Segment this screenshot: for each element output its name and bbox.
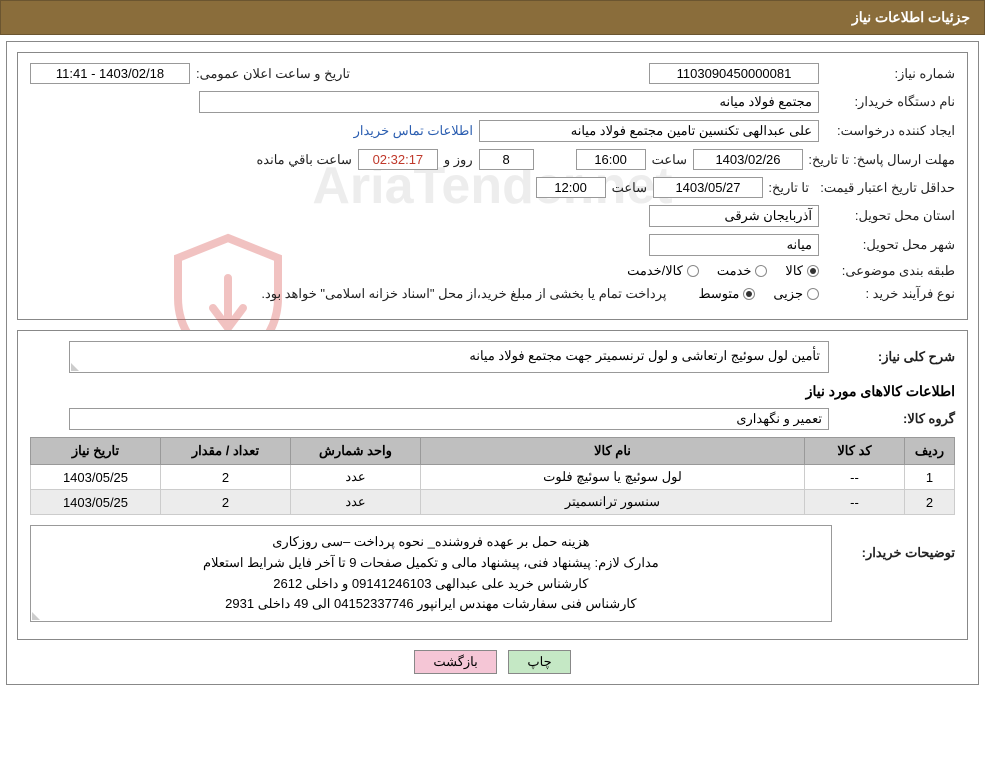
need-section: شرح کلی نیاز: تأمین لول سوئیج ارتعاشی و … (17, 330, 968, 640)
buyer-note-line: کارشناس فنی سفارشات مهندس ایرانپور 04152… (41, 594, 821, 615)
group-value: تعمیر و نگهداری (69, 408, 829, 430)
buyer-org-value: مجتمع فولاد میانه (199, 91, 819, 113)
validity-hour: 12:00 (536, 177, 606, 198)
buyer-notes-label: توضیحات خریدار: (838, 525, 955, 561)
row-buyer-notes: توضیحات خریدار: هزینه حمل بر عهده فروشند… (30, 525, 955, 622)
radio-both[interactable]: کالا/خدمت (627, 263, 699, 279)
buyer-note-line: مدارک لازم: پیشنهاد فنی، پیشنهاد مالی و … (41, 553, 821, 574)
col-qty: تعداد / مقدار (161, 438, 291, 465)
row-province: استان محل تحویل: آذربایجان شرقی (30, 205, 955, 227)
public-announce-value: 1403/02/18 - 11:41 (30, 63, 190, 84)
row-requester: ایجاد کننده درخواست: علی عبدالهی تکنسین … (30, 120, 955, 142)
row-purchase-type: نوع فرآیند خرید : جزیی متوسط پرداخت تمام… (30, 286, 955, 302)
radio-goods[interactable]: کالا (785, 263, 819, 279)
radio-partial[interactable]: جزیی (773, 286, 819, 302)
back-button[interactable]: بازگشت (414, 650, 496, 674)
days-label: روز و (444, 152, 473, 168)
purchase-type-radio-group: جزیی متوسط (698, 286, 819, 302)
buyer-note-line: هزینه حمل بر عهده فروشنده_ نحوه پرداخت –… (41, 532, 821, 553)
row-validity: حداقل تاریخ اعتبار قیمت: تا تاریخ: 1403/… (30, 177, 955, 198)
row-overall-desc: شرح کلی نیاز: تأمین لول سوئیج ارتعاشی و … (30, 341, 955, 373)
deadline-date: 1403/02/26 (693, 149, 803, 170)
purchase-type-label: نوع فرآیند خرید : (825, 286, 955, 302)
public-announce-label: تاریخ و ساعت اعلان عمومی: (196, 66, 350, 82)
category-radio-group: کالا خدمت کالا/خدمت (627, 263, 819, 279)
time-remaining-label: ساعت باقي مانده (256, 152, 351, 168)
row-city: شهر محل تحویل: میانه (30, 234, 955, 256)
validity-date: 1403/05/27 (653, 177, 763, 198)
buyer-notes-box: هزینه حمل بر عهده فروشنده_ نحوه پرداخت –… (30, 525, 832, 622)
row-category: طبقه بندی موضوعی: کالا خدمت کالا/خدمت (30, 263, 955, 279)
col-name: نام کالا (421, 438, 805, 465)
goods-table: ردیف کد کالا نام کالا واحد شمارش تعداد /… (30, 437, 955, 515)
col-date: تاریخ نیاز (31, 438, 161, 465)
until-date-label-1: تا تاریخ: (809, 152, 849, 168)
info-section: AriaTender.net شماره نیاز: 1103090450000… (17, 52, 968, 320)
need-number-value: 1103090450000081 (649, 63, 819, 84)
overall-desc-field[interactable]: تأمین لول سوئیج ارتعاشی و لول ترنسمیتر ج… (69, 341, 829, 373)
contact-link[interactable]: اطلاعات تماس خریدار (354, 123, 473, 139)
province-value: آذربایجان شرقی (649, 205, 819, 227)
resize-handle-icon[interactable] (71, 361, 81, 371)
deadline-label: مهلت ارسال پاسخ: (855, 152, 955, 168)
col-code: کد کالا (805, 438, 905, 465)
need-number-label: شماره نیاز: (825, 66, 955, 82)
button-row: چاپ بازگشت (17, 650, 968, 674)
payment-note: پرداخت تمام یا بخشی از مبلغ خرید،از محل … (261, 286, 666, 302)
requester-value: علی عبدالهی تکنسین تامین مجتمع فولاد میا… (479, 120, 819, 142)
row-need-number: شماره نیاز: 1103090450000081 تاریخ و ساع… (30, 63, 955, 84)
overall-desc-label: شرح کلی نیاز: (835, 349, 955, 365)
col-unit: واحد شمارش (291, 438, 421, 465)
days-remaining: 8 (479, 149, 534, 170)
table-row: 1 -- لول سوئیچ یا سوئیچ فلوت عدد 2 1403/… (31, 465, 955, 490)
min-validity-label: حداقل تاریخ اعتبار قیمت: (815, 180, 955, 196)
col-row: ردیف (905, 438, 955, 465)
city-value: میانه (649, 234, 819, 256)
time-remaining: 02:32:17 (358, 149, 438, 170)
resize-handle-icon[interactable] (32, 610, 42, 620)
print-button[interactable]: چاپ (508, 650, 570, 674)
radio-medium[interactable]: متوسط (698, 286, 755, 302)
page-header: جزئیات اطلاعات نیاز (0, 0, 985, 35)
category-label: طبقه بندی موضوعی: (825, 263, 955, 279)
requester-label: ایجاد کننده درخواست: (825, 123, 955, 139)
province-label: استان محل تحویل: (825, 208, 955, 224)
deadline-hour: 16:00 (576, 149, 646, 170)
hour-label-1: ساعت (652, 152, 687, 168)
buyer-org-label: نام دستگاه خریدار: (825, 94, 955, 110)
until-date-label-2: تا تاریخ: (769, 180, 809, 196)
city-label: شهر محل تحویل: (825, 237, 955, 253)
page-title: جزئیات اطلاعات نیاز (852, 9, 970, 25)
radio-service[interactable]: خدمت (717, 263, 768, 279)
row-buyer-org: نام دستگاه خریدار: مجتمع فولاد میانه (30, 91, 955, 113)
overall-desc-text: تأمین لول سوئیج ارتعاشی و لول ترنسمیتر ج… (469, 348, 820, 363)
row-group: گروه کالا: تعمیر و نگهداری (30, 408, 955, 430)
group-label: گروه کالا: (835, 411, 955, 427)
outer-frame: AriaTender.net شماره نیاز: 1103090450000… (6, 41, 979, 685)
table-row: 2 -- سنسور ترانسمیتر عدد 2 1403/05/25 (31, 490, 955, 515)
goods-title: اطلاعات کالاهای مورد نیاز (30, 383, 955, 400)
row-deadline: مهلت ارسال پاسخ: تا تاریخ: 1403/02/26 سا… (30, 149, 955, 170)
hour-label-2: ساعت (612, 180, 647, 196)
table-header-row: ردیف کد کالا نام کالا واحد شمارش تعداد /… (31, 438, 955, 465)
buyer-note-line: کارشناس خرید علی عبدالهی 09141246103 و د… (41, 574, 821, 595)
